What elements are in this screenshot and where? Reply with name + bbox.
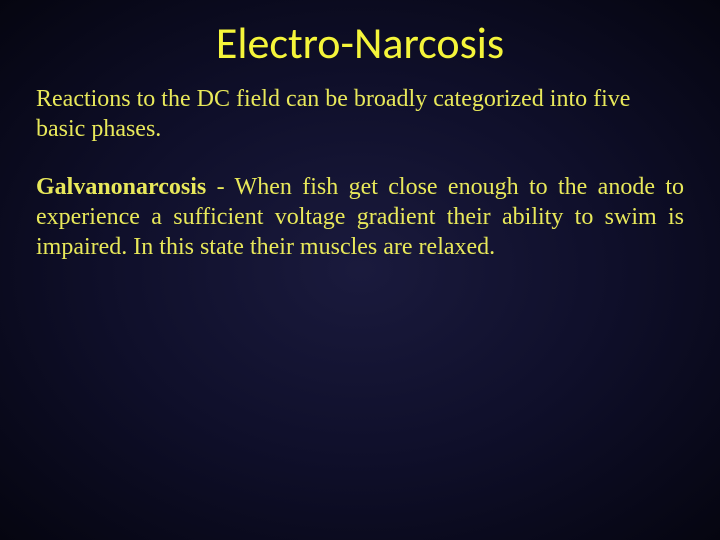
intro-paragraph: Reactions to the DC field can be broadly…	[36, 84, 684, 144]
slide-title: Electro-Narcosis	[36, 16, 684, 70]
definition-paragraph: Galvanonarcosis - When fish get close en…	[36, 172, 684, 262]
definition-term: Galvanonarcosis	[36, 174, 206, 200]
